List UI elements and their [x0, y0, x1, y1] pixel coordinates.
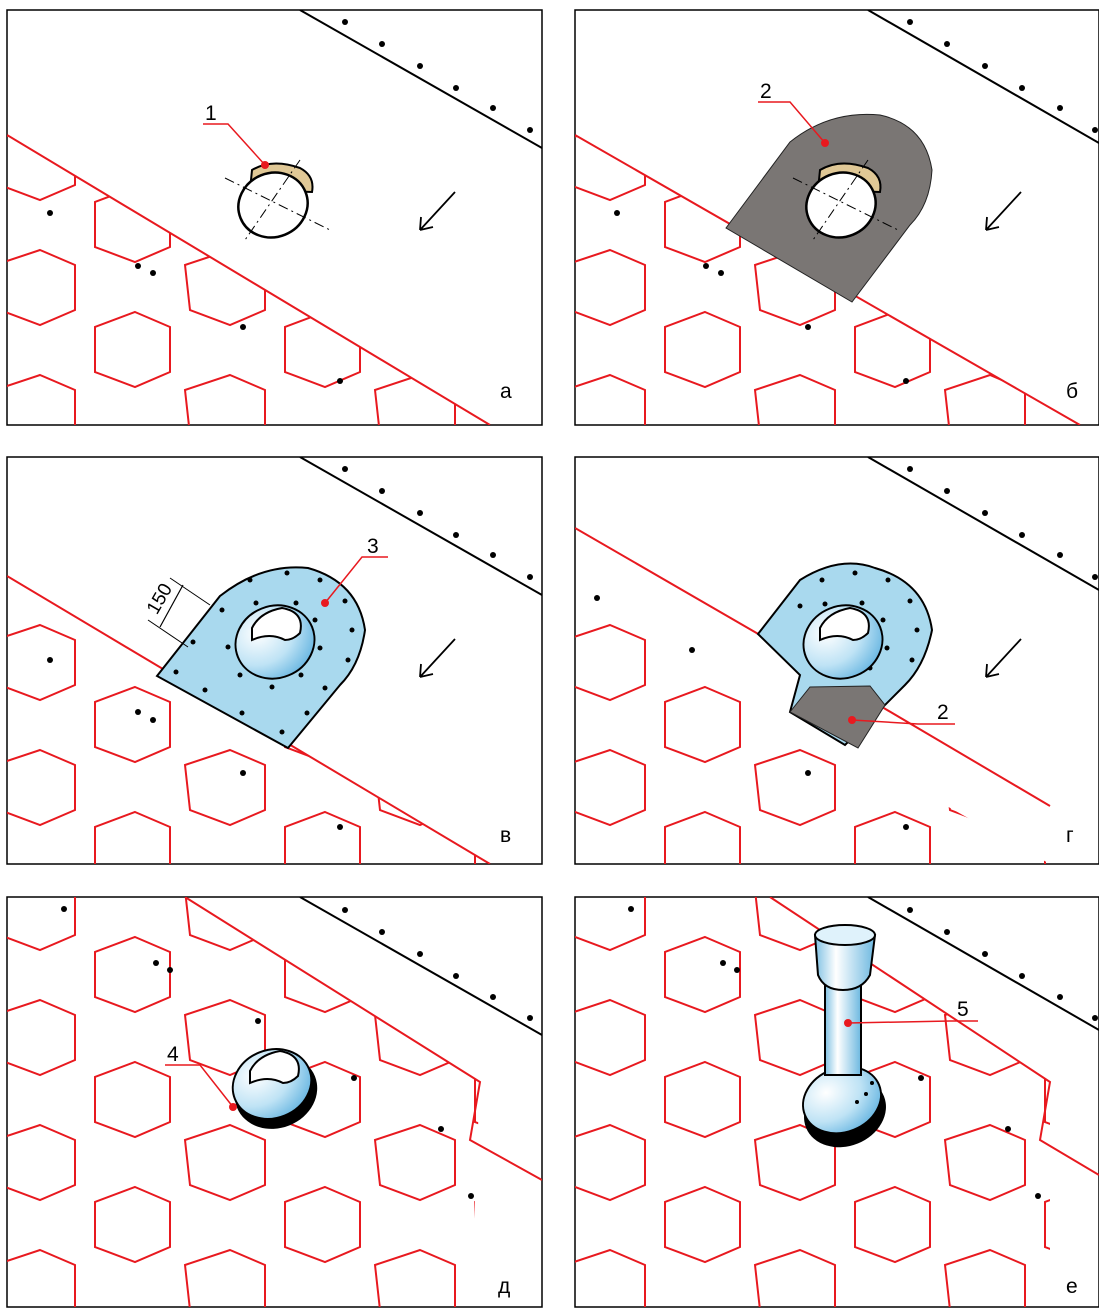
nail-dots — [594, 466, 1098, 830]
shingle-edge-line — [769, 897, 1099, 1176]
nail-dots — [628, 906, 1098, 1199]
arrow-down-left-icon — [419, 638, 456, 678]
ridge-line — [299, 897, 542, 1036]
nail-dots — [61, 906, 533, 1199]
panel-letter: б — [1066, 380, 1078, 403]
vent-pipe — [802, 924, 886, 1148]
shingle-edge-line — [184, 897, 542, 1181]
vent-base — [802, 604, 884, 680]
callout-label: 1 — [205, 102, 217, 125]
arrow-down-left-icon — [419, 191, 456, 231]
panel-letter: г — [1066, 824, 1074, 847]
ridge-line — [299, 457, 542, 596]
ridge-line — [867, 457, 1099, 591]
panel-f: 5 е — [574, 896, 1099, 1308]
vent-base — [234, 604, 316, 680]
shingle-edge-line — [7, 134, 491, 425]
callout-label: 2 — [760, 80, 772, 103]
pipe-opening — [224, 159, 331, 241]
panel-letter: е — [1066, 1275, 1078, 1298]
callout-5: 5 — [844, 998, 978, 1027]
callout-2-repeat: 2 — [848, 701, 955, 725]
pad-dots — [173, 570, 355, 735]
callout-1: 1 — [203, 102, 269, 169]
callout-4: 4 — [165, 1043, 237, 1111]
ridge-line — [867, 897, 1099, 1031]
callout-label: 5 — [957, 998, 969, 1021]
arrow-down-left-icon — [985, 638, 1022, 678]
pipe-opening — [792, 159, 899, 241]
panel-b: 2 б — [574, 9, 1099, 426]
callout-label: 4 — [167, 1043, 179, 1066]
nail-dots — [614, 19, 1098, 384]
arrow-down-left-icon — [985, 191, 1022, 231]
panel-c: 150 3 в — [6, 456, 543, 865]
panel-a: 1 а — [6, 9, 543, 426]
callout-label: 3 — [367, 535, 379, 558]
shingle-edge-line — [575, 527, 761, 636]
nail-dots — [47, 466, 533, 830]
ridge-line — [299, 10, 542, 149]
panel-letter: а — [500, 380, 512, 403]
panel-letter: в — [500, 824, 511, 847]
ridge-line — [867, 10, 1099, 144]
callout-2: 2 — [758, 80, 829, 147]
panel-letter: д — [498, 1275, 510, 1298]
callout-3: 3 — [321, 535, 388, 607]
vent-base — [231, 1048, 318, 1129]
callout-label: 2 — [937, 701, 949, 724]
panel-d: 2 г — [574, 456, 1099, 865]
membrane-patch — [789, 685, 886, 749]
nail-dots — [47, 19, 533, 384]
pad-dots — [797, 570, 920, 671]
panel-e: 4 д — [6, 896, 543, 1308]
